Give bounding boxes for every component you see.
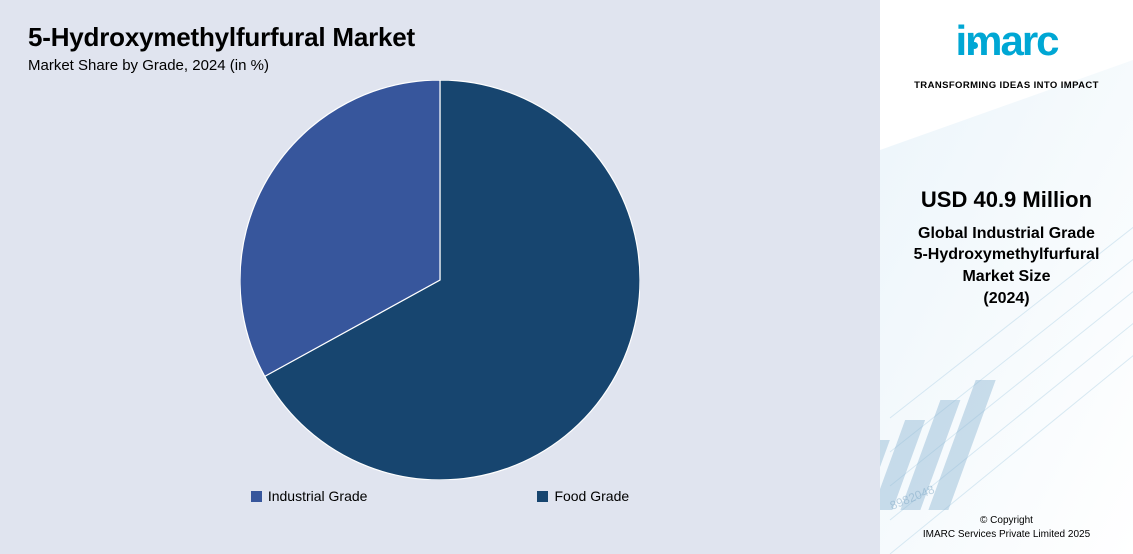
legend-item-food: Food Grade [537,488,629,504]
stat-label-line: (2024) [914,288,1100,310]
legend-label-industrial: Industrial Grade [268,488,368,504]
stat-label-line: Global Industrial Grade [914,223,1100,245]
figure-root: 5-Hydroxymethylfurfural Market Market Sh… [0,0,1133,554]
stat-value: USD 40.9 Million [914,187,1100,213]
legend-item-industrial: Industrial Grade [251,488,368,504]
stat-label-line: 5-Hydroxymethylfurfural [914,244,1100,266]
copyright: © Copyright IMARC Services Private Limit… [880,514,1133,542]
logo-wordmark: imarc [914,22,1099,60]
stat-label: Global Industrial Grade 5-Hydroxymethylf… [914,223,1100,309]
chart-panel: 5-Hydroxymethylfurfural Market Market Sh… [0,0,880,554]
stat-block: USD 40.9 Million Global Industrial Grade… [914,187,1100,309]
pie-chart [240,80,640,480]
legend: Industrial Grade Food Grade [28,488,852,504]
brand-logo: imarc TRANSFORMING IDEAS INTO IMPACT [914,22,1099,91]
legend-label-food: Food Grade [554,488,629,504]
copyright-line: IMARC Services Private Limited 2025 [880,528,1133,542]
side-panel: 8982048 imarc TRANSFORMING IDEAS INTO IM… [880,0,1133,554]
svg-text:8982048: 8982048 [888,482,937,513]
stat-label-line: Market Size [914,266,1100,288]
legend-swatch-food [537,491,548,502]
logo-dot-icon [971,42,978,49]
chart-title: 5-Hydroxymethylfurfural Market [28,22,852,53]
pie-chart-wrap [28,80,852,480]
legend-swatch-industrial [251,491,262,502]
chart-subtitle: Market Share by Grade, 2024 (in %) [28,57,852,74]
copyright-line: © Copyright [880,514,1133,528]
logo-tagline: TRANSFORMING IDEAS INTO IMPACT [914,80,1099,91]
